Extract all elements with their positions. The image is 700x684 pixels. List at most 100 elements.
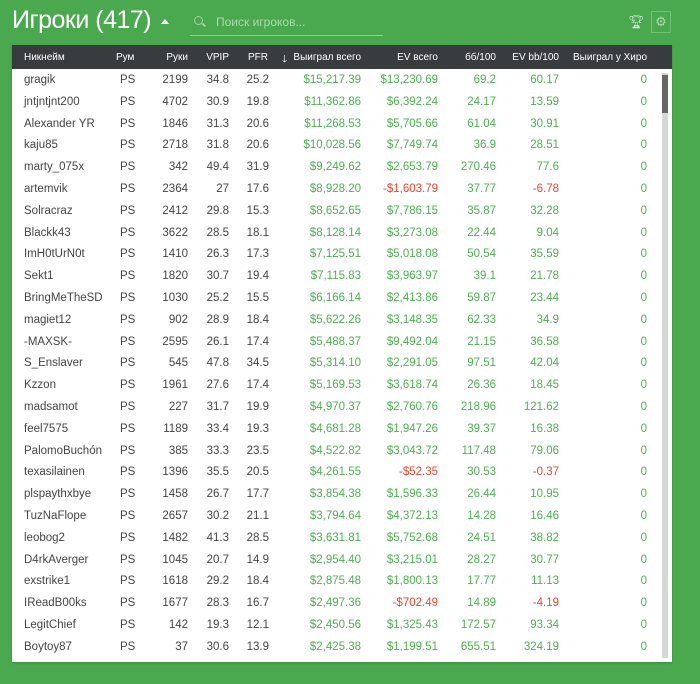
cell-ev-bb100: 79.06 (530, 444, 559, 457)
col-bb100[interactable]: бб/100 (465, 52, 496, 63)
col-ev-bb100[interactable]: EV bb/100 (512, 52, 559, 63)
cell-ev-total: $7,786.15 (386, 204, 438, 217)
cell-pfr: 28.5 (246, 531, 269, 544)
table-row[interactable]: IReadB00ks PS 1677 28.3 16.7 $2,497.36 -$702.4… (12, 592, 662, 614)
cell-ev-bb100: 13.59 (530, 95, 559, 108)
table-row[interactable]: -MAXSK- PS 2595 26.1 17.4 $5,488.37 $9,492.04 2… (12, 331, 662, 353)
cell-hands: 1618 (162, 575, 188, 588)
col-pfr[interactable]: PFR (248, 52, 268, 63)
collapse-caret-icon[interactable] (161, 19, 169, 24)
cell-bb100: 22.44 (467, 226, 496, 239)
cell-ev-bb100: 77.6 (536, 161, 559, 174)
table-row[interactable]: feel7575 PS 1189 33.4 19.3 $4,681.28 $1,947.26… (12, 418, 662, 440)
table-row[interactable]: S_Enslaver PS 545 47.8 34.5 $5,314.10 $2,291.0… (12, 352, 662, 374)
cell-ev-total: $5,705.66 (386, 117, 438, 130)
col-hands[interactable]: Руки (166, 52, 188, 63)
table-row[interactable]: Blackk43 PS 3622 28.5 18.1 $8,128.14 $3,273.08… (12, 222, 662, 244)
table-row[interactable]: ImH0tUrN0t PS 1410 26.3 17.3 $7,125.51 $5,018.… (12, 243, 662, 265)
table-row[interactable]: Alexander YR PS 1846 31.3 20.6 $11,268.53 $5,7… (12, 113, 662, 135)
table-row[interactable]: D4rkAverger PS 1045 20.7 14.9 $2,954.40 $3,215… (12, 549, 662, 571)
table-row[interactable]: Kzzon PS 1961 27.6 17.4 $5,169.53 $3,618.74 26.… (12, 374, 662, 396)
table-row[interactable]: jntjntjnt200 PS 4702 30.9 19.8 $11,362.86 $6,3… (12, 91, 662, 113)
table-row[interactable]: texasilainen PS 1396 35.5 20.5 $4,261.55 -$52.… (12, 461, 662, 483)
cell-vpip: 33.3 (206, 444, 229, 457)
cell-room: PS (120, 74, 136, 86)
table-row[interactable]: Solracraz PS 2412 29.8 15.3 $8,652.65 $7,786.1… (12, 200, 662, 222)
table-row[interactable]: kaju85 PS 2718 31.8 20.6 $10,028.56 $7,749.74 3… (12, 134, 662, 156)
table-row[interactable]: plspaythxbye PS 1458 26.7 17.7 $3,854.38 $1,59… (12, 483, 662, 505)
cell-nickname: leobog2 (24, 531, 65, 544)
cell-bb100: 117.48 (461, 444, 496, 457)
cell-ev-total: $3,215.01 (386, 553, 438, 566)
cell-pfr: 17.7 (246, 488, 269, 501)
trophy-icon[interactable]: 🏆︎ (628, 14, 645, 29)
cell-won-total: $3,854.38 (309, 488, 361, 501)
scrollbar-track[interactable] (662, 73, 668, 658)
cell-ev-bb100: -4.19 (532, 597, 559, 610)
table-row[interactable]: TuzNaFlope PS 2657 30.2 21.1 $3,794.64 $4,372.… (12, 505, 662, 527)
table-row[interactable]: Sekt1 PS 1820 30.7 19.4 $7,115.83 $3,963.97 39.… (12, 265, 662, 287)
cell-bb100: 97.51 (467, 357, 496, 370)
gear-icon[interactable]: ⚙ (651, 11, 671, 33)
cell-room: PS (120, 531, 136, 544)
cell-vpip: 28.9 (206, 313, 229, 326)
cell-ev-total: $4,372.13 (386, 510, 438, 522)
cell-won-total: $4,970.37 (309, 401, 361, 413)
cell-won-vs-hero: 0 (640, 379, 647, 392)
cell-ev-total: $3,273.08 (386, 226, 438, 239)
cell-ev-total: -$702.49 (392, 597, 438, 610)
cell-pfr: 17.3 (246, 248, 269, 261)
cell-won-total: $2,954.40 (309, 553, 361, 566)
col-ev-total[interactable]: EV всего (397, 52, 438, 63)
cell-ev-total: $5,018.08 (386, 248, 438, 261)
table-row[interactable]: PalomoBuchón PS 385 33.3 23.5 $4,522.82 $3,043… (12, 440, 662, 462)
table-row[interactable]: madsamot PS 227 31.7 19.9 $4,970.37 $2,760.76 2… (12, 396, 662, 418)
cell-won-total: $10,028.56 (303, 139, 361, 152)
table-row[interactable]: artemvik PS 2364 27 17.6 $8,928.20 -$1,603.79 3… (12, 178, 662, 200)
cell-ev-bb100: 30.91 (530, 117, 559, 130)
col-vpip[interactable]: VPIP (206, 52, 229, 63)
table-row[interactable]: BringMeTheSD PS 1030 25.2 15.5 $6,166.14 $2,41… (12, 287, 662, 309)
table-row[interactable]: LegitChief PS 142 19.3 12.1 $2,450.56 $1,325.4… (12, 614, 662, 636)
cell-ev-total: $5,752.68 (386, 531, 438, 544)
cell-won-vs-hero: 0 (640, 422, 647, 435)
cell-nickname: texasilainen (24, 466, 85, 479)
cell-ev-total: $3,148.35 (386, 313, 438, 326)
cell-nickname: BringMeTheSD (24, 292, 103, 304)
table-row[interactable]: exstrike1 PS 1618 29.2 18.4 $2,875.48 $1,800.1… (12, 570, 662, 592)
cell-won-total: $8,128.14 (309, 226, 361, 239)
table-row[interactable]: magiet12 PS 902 28.9 18.4 $5,622.26 $3,148.35 6… (12, 309, 662, 331)
cell-nickname: Sekt1 (24, 270, 54, 283)
cell-won-total: $2,450.56 (309, 619, 361, 631)
cell-room: PS (120, 619, 136, 631)
col-won-total[interactable]: Выиграл всего (293, 52, 361, 63)
search-input[interactable] (214, 14, 383, 30)
cell-won-vs-hero: 0 (640, 74, 647, 86)
cell-bb100: 36.9 (473, 139, 496, 152)
table-row[interactable]: Boytoy87 PS 37 30.6 13.9 $2,425.38 $1,199.51 65… (12, 636, 662, 658)
cell-pfr: 18.4 (246, 575, 269, 588)
cell-won-total: $8,652.65 (309, 204, 361, 217)
cell-vpip: 19.3 (206, 619, 229, 631)
table-row[interactable]: leobog2 PS 1482 41.3 28.5 $3,631.81 $5,752.68 2… (12, 527, 662, 549)
cell-won-vs-hero: 0 (640, 619, 647, 631)
cell-hands: 2412 (162, 204, 188, 217)
cell-hands: 1820 (162, 270, 188, 283)
cell-vpip: 28.3 (206, 597, 229, 610)
table-row[interactable]: gragik PS 2199 34.8 25.2 $15,217.39 $13,230.69… (12, 69, 662, 91)
cell-vpip: 27.6 (206, 379, 229, 392)
table-row[interactable]: marty_075x PS 342 49.4 31.9 $9,249.62 $2,653.7… (12, 156, 662, 178)
cell-room: PS (120, 139, 136, 152)
col-won-vs-hero[interactable]: Выиграл у Хиро (573, 52, 647, 63)
scrollbar-thumb[interactable] (662, 75, 668, 113)
cell-pfr: 20.6 (246, 117, 269, 130)
cell-pfr: 12.1 (246, 619, 269, 631)
cell-won-vs-hero: 0 (640, 248, 647, 261)
cell-ev-total: $6,392.24 (386, 95, 438, 108)
cell-won-total: $5,488.37 (309, 335, 361, 348)
cell-won-vs-hero: 0 (640, 161, 647, 174)
cell-bb100: 59.87 (467, 292, 496, 304)
col-nickname[interactable]: Никнейм (24, 52, 65, 63)
cell-won-vs-hero: 0 (640, 117, 647, 130)
col-room[interactable]: Рум (116, 52, 135, 63)
